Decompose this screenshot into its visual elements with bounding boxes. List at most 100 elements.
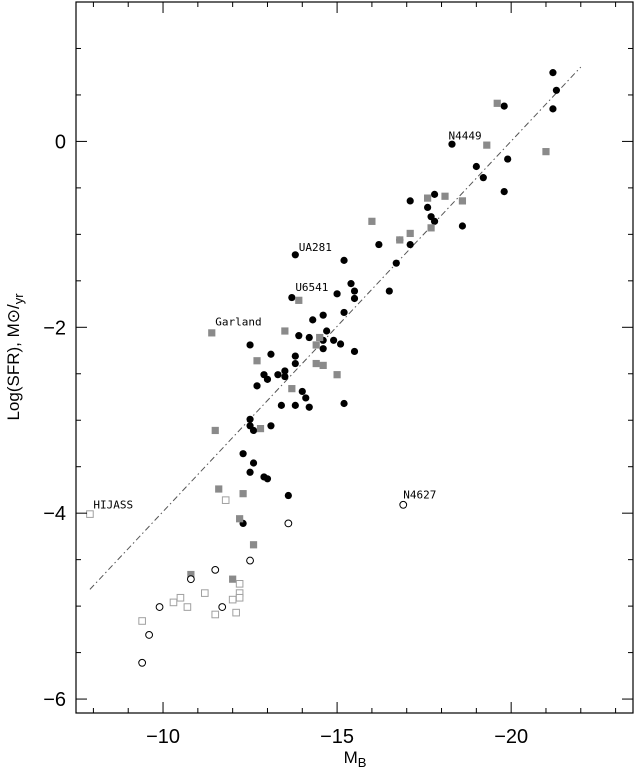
y-tick-label: 0 bbox=[55, 131, 66, 153]
annotation-label: UA281 bbox=[299, 241, 332, 254]
fit-line-layer bbox=[89, 66, 582, 590]
data-point-open-square bbox=[232, 608, 240, 617]
data-point-filled-circle bbox=[333, 290, 341, 298]
annotations-layer: N4449 UA281 U6541 Garland HIJASS N4627 bbox=[93, 130, 481, 512]
data-point-filled-circle bbox=[330, 336, 338, 344]
data-point-filled-circle bbox=[347, 280, 355, 288]
data-point-filled-circle bbox=[430, 217, 439, 225]
data-point-open-circle bbox=[399, 500, 408, 509]
x-tick-label: −15 bbox=[320, 726, 354, 748]
data-point-filled-circle bbox=[472, 162, 480, 171]
x-axis-label-sub: B bbox=[358, 755, 367, 768]
data-point-open-square bbox=[201, 589, 209, 597]
data-point-filled-circle bbox=[350, 287, 359, 295]
data-point-filled-circle bbox=[448, 140, 456, 148]
data-point-filled-square bbox=[319, 361, 327, 369]
data-point-open-square bbox=[169, 598, 178, 607]
data-point-filled-circle bbox=[500, 188, 508, 196]
data-point-filled-square bbox=[493, 99, 501, 107]
y-axis-label-main: Log(SFR), M⊙/ bbox=[4, 304, 23, 421]
data-point-filled-circle bbox=[350, 347, 359, 356]
data-point-filled-circle bbox=[284, 491, 292, 500]
data-point-filled-circle bbox=[298, 387, 306, 396]
ticks-layer: −10 −15 −20 0 −2 −4 −6 bbox=[43, 2, 633, 748]
data-point-filled-circle bbox=[458, 222, 467, 230]
data-point-filled-circle bbox=[291, 401, 299, 409]
data-point-filled-circle bbox=[350, 294, 359, 303]
data-point-filled-circle bbox=[277, 401, 285, 409]
data-point-open-square bbox=[183, 603, 192, 611]
data-point-filled-circle bbox=[246, 468, 254, 476]
data-point-open-square bbox=[211, 610, 220, 619]
annotation-label: HIJASS bbox=[93, 499, 133, 512]
data-point-filled-square bbox=[288, 385, 296, 393]
data-point-filled-circle bbox=[323, 327, 331, 335]
data-point-filled-circle bbox=[263, 475, 272, 483]
data-point-open-square bbox=[176, 593, 185, 602]
x-axis-label: MB bbox=[344, 748, 367, 768]
data-point-filled-square bbox=[542, 148, 550, 156]
data-point-filled-circle bbox=[291, 352, 299, 360]
data-point-filled-circle bbox=[263, 375, 272, 383]
annotation-label: U6541 bbox=[295, 281, 328, 294]
data-point-filled-square bbox=[239, 490, 247, 498]
data-point-filled-square bbox=[253, 357, 261, 365]
data-point-filled-circle bbox=[246, 341, 254, 349]
x-tick-label: −20 bbox=[494, 726, 528, 748]
data-point-filled-circle bbox=[430, 190, 439, 198]
data-point-filled-circle bbox=[424, 203, 432, 211]
annotation-label: Garland bbox=[215, 315, 261, 328]
data-point-open-square bbox=[235, 580, 244, 588]
annotation-label: N4449 bbox=[448, 130, 481, 143]
data-point-filled-circle bbox=[385, 287, 393, 295]
data-point-open-square bbox=[228, 595, 237, 604]
y-tick-label: −4 bbox=[43, 503, 66, 525]
data-point-open-square bbox=[86, 510, 94, 518]
data-point-filled-circle bbox=[319, 345, 327, 353]
data-point-filled-circle bbox=[267, 422, 275, 430]
data-point-filled-circle bbox=[249, 459, 258, 467]
data-point-filled-square bbox=[427, 224, 435, 232]
data-point-filled-square bbox=[229, 575, 237, 583]
data-point-filled-square bbox=[236, 515, 244, 523]
data-point-filled-circle bbox=[549, 69, 557, 77]
data-point-open-square bbox=[235, 593, 244, 602]
data-point-filled-circle bbox=[302, 394, 310, 402]
y-tick-label: −2 bbox=[43, 317, 66, 339]
data-point-filled-circle bbox=[504, 155, 512, 163]
data-point-open-circle bbox=[145, 631, 154, 639]
data-point-open-circle bbox=[186, 575, 195, 584]
data-point-filled-circle bbox=[375, 240, 383, 249]
data-point-filled-circle bbox=[291, 251, 299, 259]
fit-line bbox=[89, 66, 582, 590]
data-point-filled-circle bbox=[267, 350, 275, 358]
data-point-open-circle bbox=[218, 603, 227, 611]
data-point-filled-circle bbox=[249, 426, 258, 435]
data-point-open-circle bbox=[155, 603, 164, 611]
data-point-open-circle bbox=[246, 556, 254, 565]
data-point-filled-square bbox=[256, 425, 265, 433]
data-point-open-square bbox=[138, 617, 146, 625]
data-point-filled-circle bbox=[340, 256, 348, 264]
data-point-filled-square bbox=[441, 192, 449, 200]
data-point-open-square bbox=[221, 496, 230, 504]
data-point-filled-square bbox=[424, 194, 432, 202]
data-point-open-circle bbox=[284, 519, 293, 528]
y-tick-label: −6 bbox=[43, 689, 66, 711]
data-point-filled-circle bbox=[340, 399, 348, 408]
data-point-filled-square bbox=[458, 197, 467, 205]
data-point-filled-circle bbox=[500, 102, 508, 110]
annotation-label: N4627 bbox=[403, 488, 436, 501]
x-tick-label: −10 bbox=[146, 726, 180, 748]
data-point-filled-square bbox=[187, 570, 195, 579]
data-point-filled-circle bbox=[406, 240, 414, 249]
data-point-filled-circle bbox=[309, 316, 317, 324]
data-point-filled-square bbox=[312, 359, 320, 368]
data-point-filled-square bbox=[483, 141, 491, 149]
data-point-filled-square bbox=[333, 371, 341, 379]
x-axis-label-main: M bbox=[344, 748, 358, 767]
data-point-filled-circle bbox=[406, 197, 414, 205]
points-layer bbox=[86, 69, 561, 667]
data-point-filled-square bbox=[368, 217, 376, 225]
